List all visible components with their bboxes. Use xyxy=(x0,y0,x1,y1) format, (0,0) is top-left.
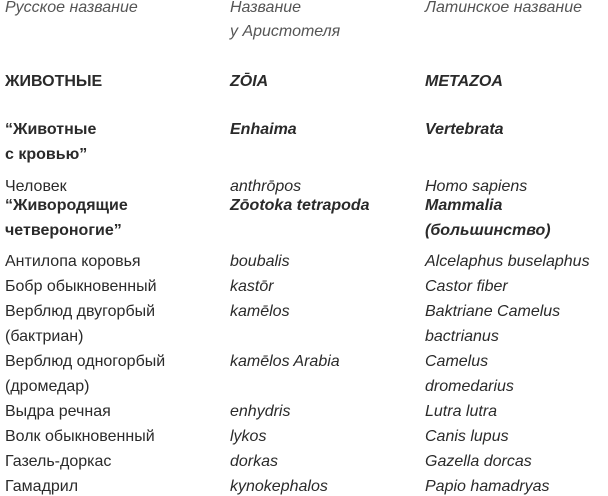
table-cell: Выдра речная xyxy=(5,403,111,420)
table-cell: Camelus dromedarius xyxy=(425,353,514,395)
table-cell: Lutra lutra xyxy=(425,403,498,420)
table-cell: kastōr xyxy=(230,278,274,295)
header-cell: Латинское название xyxy=(425,0,582,16)
table-cell: Волк обыкновенный xyxy=(5,428,155,445)
table-cell: dorkas xyxy=(230,453,279,470)
table-cell: Верблюд двугорбый (бактриан) xyxy=(5,303,156,345)
header-cell: Название у Аристотеля xyxy=(230,0,341,40)
table-cell: Zōotoka tetrapoda xyxy=(230,197,370,214)
table-cell: Гамадрил xyxy=(5,478,79,495)
table-cell: “Живородящие четвероногие” xyxy=(5,197,128,239)
table-cell: Gazella dorcas xyxy=(425,453,532,470)
table-cell: enhydris xyxy=(230,403,291,420)
table-cell: Alcelaphus buselaphus xyxy=(425,253,590,270)
table-cell: kamēlos Arabia xyxy=(230,353,340,370)
table-cell: boubalis xyxy=(230,253,290,270)
table-cell: METAZOA xyxy=(425,73,503,90)
table-cell: Mammalia (большинство) xyxy=(425,197,551,239)
table-cell: Vertebrata xyxy=(425,121,504,138)
table-cell: Homo sapiens xyxy=(425,178,528,195)
table-cell: Enhaima xyxy=(230,121,297,138)
table-cell: ЖИВОТНЫЕ xyxy=(5,73,103,90)
table-cell: Castor fiber xyxy=(425,278,508,295)
table-cell: Papio hamadryas xyxy=(425,478,550,495)
table-cell: ZŌIA xyxy=(230,73,269,90)
table-cell: anthrōpos xyxy=(230,178,302,195)
table-cell: Canis lupus xyxy=(425,428,509,445)
table-cell: Бобр обыкновенный xyxy=(5,278,157,295)
table-cell: lykos xyxy=(230,428,267,445)
table-cell: Человек xyxy=(5,178,67,195)
table-cell: “Животные с кровью” xyxy=(5,121,97,163)
table-cell: Верблюд одногорбый (дромедар) xyxy=(5,353,166,395)
table-cell: kynokephalos xyxy=(230,478,328,495)
table-cell: Газель-доркас xyxy=(5,453,112,470)
table-cell: Антилопа коровья xyxy=(5,253,141,270)
header-cell: Русское название xyxy=(5,0,138,16)
table-cell: Baktriane Camelus bactrianus xyxy=(425,303,561,345)
table-cell: kamēlos xyxy=(230,303,290,320)
